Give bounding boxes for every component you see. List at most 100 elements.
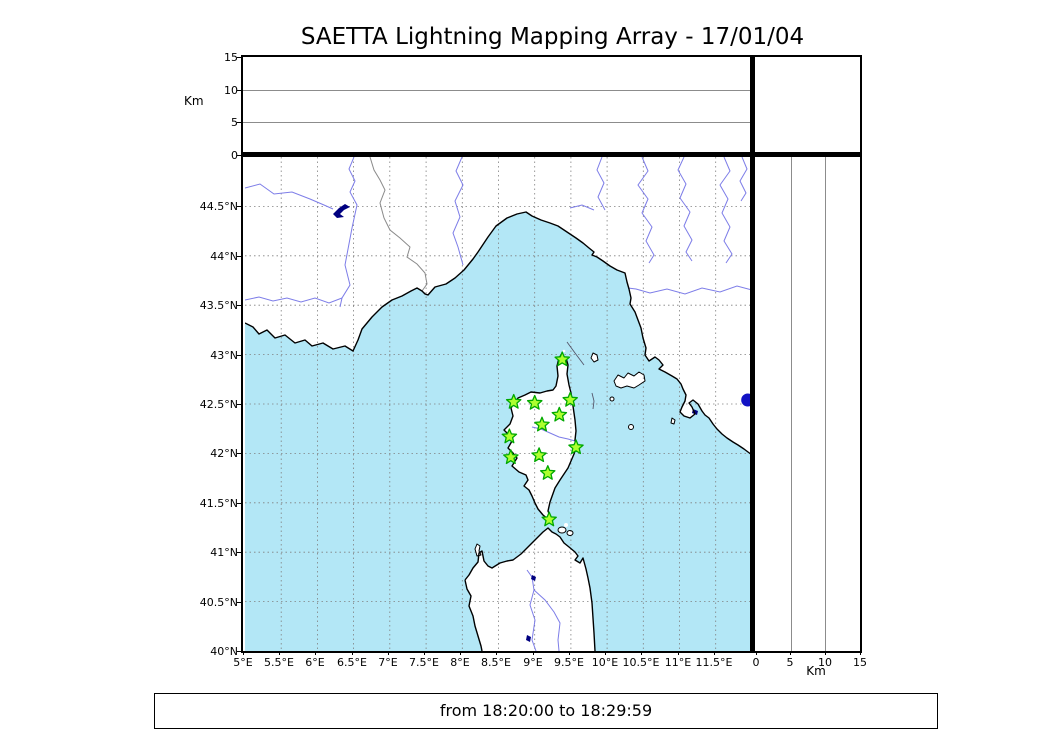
maddalena-coastline: [557, 526, 567, 534]
lon-tick-mark: [605, 651, 606, 655]
maddalena-coastline: [566, 530, 574, 536]
altitude-vs-longitude-panel: [241, 55, 750, 152]
lon-tick-label: 10.5°E: [622, 656, 660, 669]
lon-tick-mark: [315, 651, 316, 655]
lon-tick-mark: [279, 651, 280, 655]
river-arno: [627, 285, 752, 295]
altitude-tick-label: 15: [224, 51, 238, 64]
altitude-tick-mark: [237, 90, 241, 91]
altitude-km-tick-mark: [790, 651, 791, 655]
altitude-km-tick-mark: [756, 651, 757, 655]
station-star-marker: [503, 449, 519, 465]
map-canvas: [245, 157, 752, 651]
station-star-marker: [501, 428, 518, 444]
lon-tick-mark: [352, 651, 353, 655]
lon-tick-label: 7.5°E: [409, 656, 439, 669]
lat-tick-label: 41.5°N: [199, 497, 238, 510]
lat-tick-mark: [237, 552, 241, 553]
lon-tick-label: 5.5°E: [264, 656, 294, 669]
altitude-km-tick-mark: [825, 651, 826, 655]
panel-divider-horizontal: [241, 152, 862, 157]
lat-tick-mark: [237, 206, 241, 207]
contour-mark: [566, 341, 585, 366]
altitude-tick-label: 10: [224, 84, 238, 97]
lat-tick-mark: [237, 602, 241, 603]
pianosa-coastline: [609, 396, 615, 402]
station-star-marker: [526, 394, 543, 410]
stations-layer: [501, 351, 584, 527]
river: [719, 157, 733, 264]
station-star-marker: [562, 391, 578, 407]
lat-tick-label: 41°N: [210, 546, 238, 559]
lake: [526, 635, 531, 642]
lon-tick-mark: [569, 651, 570, 655]
lat-tick-label: 40.5°N: [199, 596, 238, 609]
station-star-marker: [539, 465, 556, 480]
corner-panel: [755, 55, 862, 152]
lon-tick-label: 9°E: [523, 656, 543, 669]
lat-tick-label: 40°N: [210, 645, 238, 658]
altitude-km-tick-mark: [860, 651, 861, 655]
station-star-marker: [505, 393, 522, 409]
lat-tick-label: 44°N: [210, 250, 238, 263]
corsica-island: [504, 355, 576, 519]
lon-tick-mark: [460, 651, 461, 655]
river: [533, 589, 561, 651]
lat-tick-mark: [237, 256, 241, 257]
giraglia-islet: [562, 349, 566, 353]
altitude-tick-label: 5: [231, 116, 238, 129]
altitude-gridline-5km: [791, 157, 792, 651]
lon-tick-mark: [424, 651, 425, 655]
giglio-coastline: [670, 417, 676, 425]
lat-tick-label: 43°N: [210, 349, 238, 362]
lon-tick-mark: [641, 651, 642, 655]
lon-tick-mark: [496, 651, 497, 655]
lake-serre-poncon: [333, 204, 350, 218]
altitude-km-tick-label: 10: [818, 656, 832, 669]
station-star-marker: [568, 439, 584, 455]
lon-tick-label: 8.5°E: [481, 656, 511, 669]
altitude-gridline-10km: [243, 90, 750, 91]
panel-divider-vertical: [750, 55, 755, 653]
altitude-tick-label: 0: [231, 149, 238, 162]
altitude-gridline-10km: [825, 157, 826, 651]
pianosa-islet: [610, 397, 614, 401]
lat-tick-mark: [237, 305, 241, 306]
river: [245, 183, 334, 210]
lon-tick-label: 6°E: [305, 656, 325, 669]
graticule-layer: [245, 157, 752, 651]
river: [596, 157, 606, 211]
contour-mark: [591, 392, 595, 410]
altitude-gridline-5km: [243, 122, 750, 123]
lon-tick-label: 11.5°E: [695, 656, 733, 669]
lightning-event-dot: [741, 393, 752, 407]
altitude-axis-unit-bottom: Km: [806, 664, 826, 678]
rivers-layer: [245, 157, 752, 651]
mainland-coastline: [245, 211, 752, 456]
altitude-km-tick-label: 5: [786, 656, 794, 669]
altitude-axis-unit-left: Km: [184, 94, 204, 108]
country-border: [369, 157, 428, 296]
lon-tick-label: 10°E: [591, 656, 619, 669]
station-star-marker: [554, 351, 571, 367]
capraia-coastline: [590, 352, 599, 363]
river: [245, 296, 343, 304]
river: [677, 157, 693, 262]
sea-contour-marks: [566, 341, 595, 410]
station-star-marker: [551, 406, 568, 422]
altitude-tick-mark: [237, 155, 241, 156]
altitude-km-tick-label: 0: [752, 656, 760, 669]
coastlines-layer: [245, 211, 752, 651]
lat-tick-label: 43.5°N: [199, 299, 238, 312]
lon-tick-mark: [388, 651, 389, 655]
altitude-tick-mark: [237, 122, 241, 123]
lon-tick-label: 6.5°E: [337, 656, 367, 669]
river: [452, 157, 464, 266]
lat-tick-mark: [237, 355, 241, 356]
lon-tick-mark: [533, 651, 534, 655]
station-star-marker: [541, 511, 557, 527]
river: [739, 157, 748, 202]
lon-tick-label: 8°E: [450, 656, 470, 669]
lat-tick-mark: [237, 453, 241, 454]
